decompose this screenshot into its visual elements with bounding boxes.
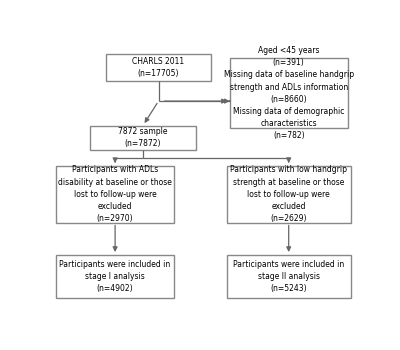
FancyBboxPatch shape (106, 54, 211, 81)
FancyBboxPatch shape (227, 166, 351, 223)
Text: Participants with low handgrip
strength at baseline or those
lost to follow-up w: Participants with low handgrip strength … (230, 166, 347, 223)
FancyBboxPatch shape (56, 166, 174, 223)
FancyBboxPatch shape (227, 255, 351, 298)
Text: Participants were included in
stage II analysis
(n=5243): Participants were included in stage II a… (233, 260, 344, 293)
Text: Aged <45 years
(n=391)
Missing data of baseline handgrip
strength and ADLs infor: Aged <45 years (n=391) Missing data of b… (224, 46, 354, 140)
Text: Participants were included in
stage I analysis
(n=4902): Participants were included in stage I an… (60, 260, 171, 293)
Text: 7872 sample
(n=7872): 7872 sample (n=7872) (118, 127, 168, 148)
FancyBboxPatch shape (230, 58, 348, 128)
FancyBboxPatch shape (90, 126, 196, 150)
Text: Participants with ADLs
disability at baseline or those
lost to follow-up were
ex: Participants with ADLs disability at bas… (58, 166, 172, 223)
Text: CHARLS 2011
(n=17705): CHARLS 2011 (n=17705) (132, 57, 184, 78)
FancyBboxPatch shape (56, 255, 174, 298)
